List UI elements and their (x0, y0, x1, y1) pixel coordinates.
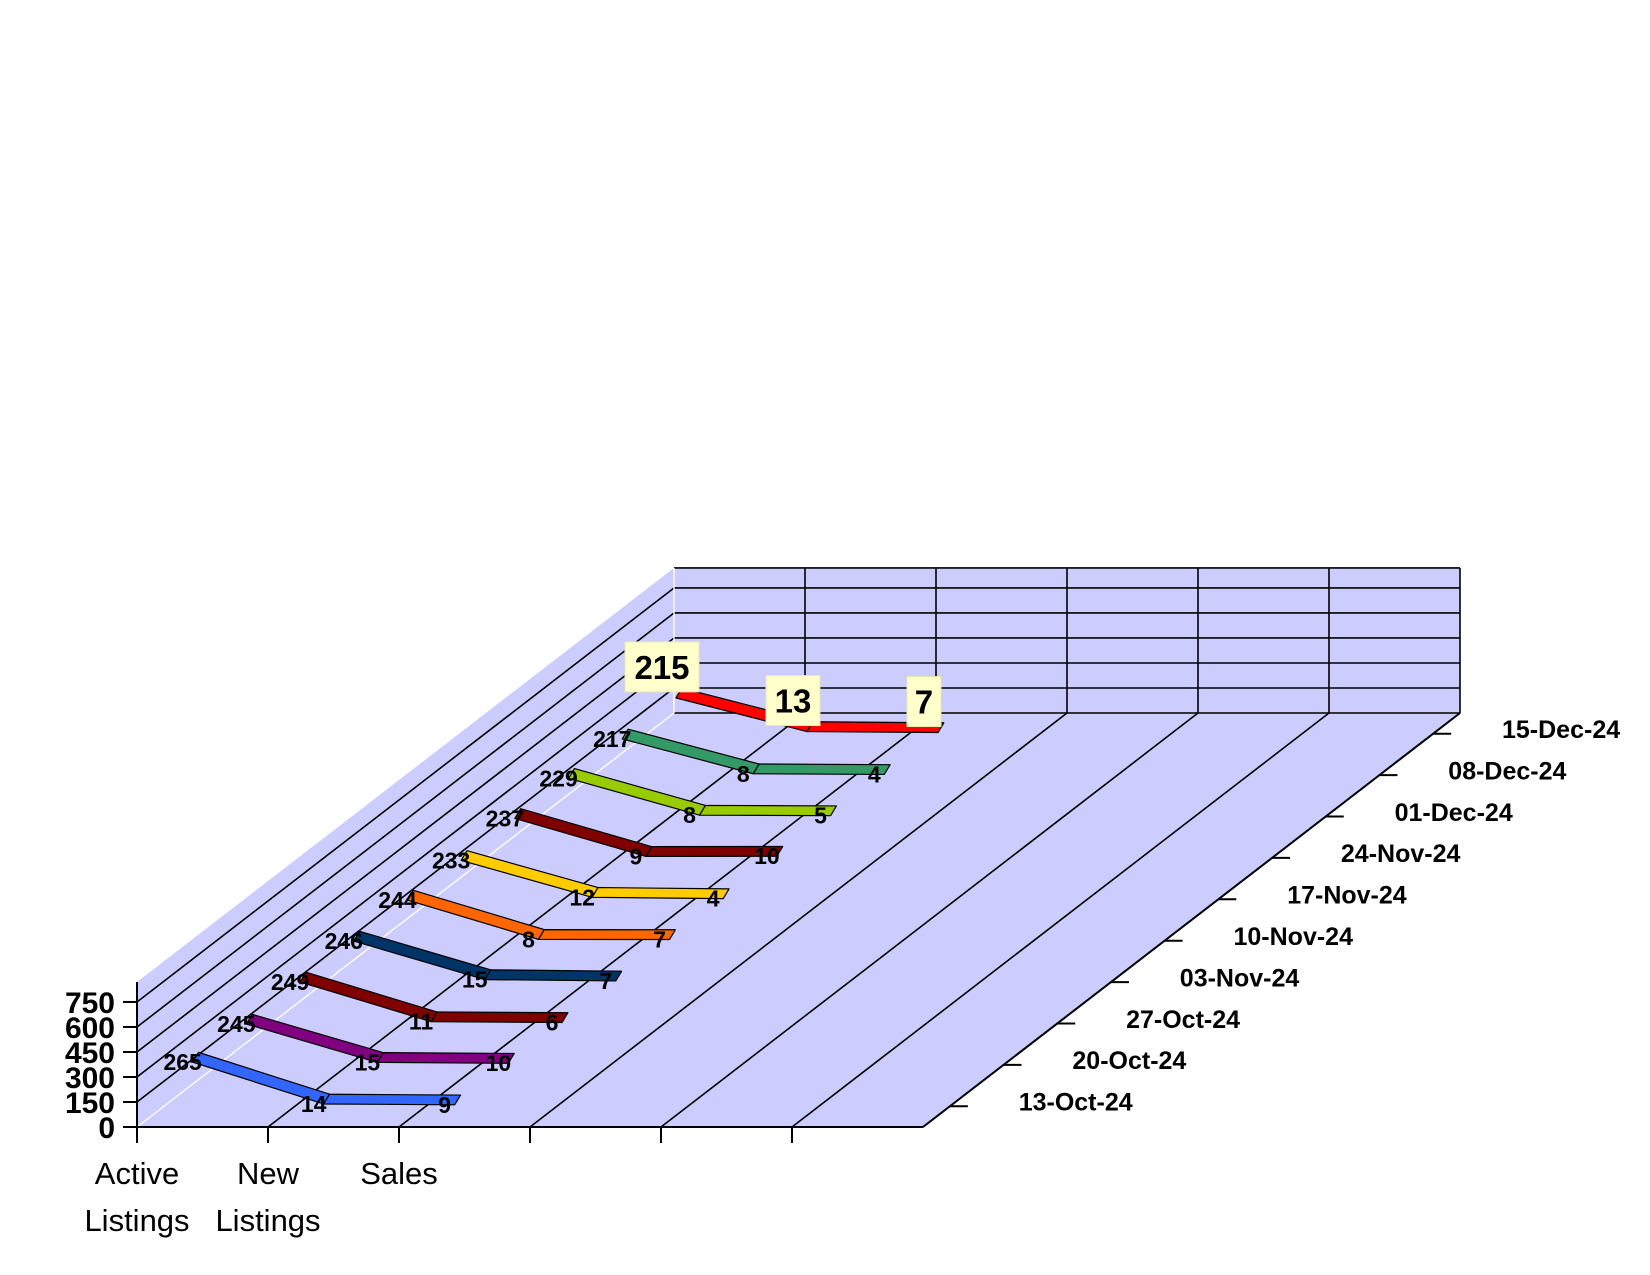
data-label: 6 (546, 1009, 559, 1035)
y-tick-label: 750 (65, 987, 115, 1020)
series-08-Dec-24: 217 8 4 (593, 726, 891, 787)
data-label: 233 (432, 847, 470, 873)
x-category-label: Active (95, 1156, 179, 1191)
series-27-Oct-24: 249 11 6 (271, 969, 569, 1035)
data-label: 5 (814, 803, 827, 829)
x-category-label: New (237, 1156, 300, 1191)
z-category-label: 10-Nov-24 (1234, 923, 1354, 951)
data-label: 237 (486, 805, 524, 831)
gridline-left-wall (136, 587, 675, 1003)
data-label: 229 (539, 765, 577, 791)
gridline-left-wall (136, 637, 675, 1053)
data-label: 13 (775, 683, 812, 720)
data-label: 15 (462, 967, 488, 993)
x-category-label: Listings (84, 1203, 189, 1238)
data-label: 265 (163, 1049, 202, 1075)
data-label: 217 (593, 726, 631, 752)
series-13-Oct-24: 265 14 9 (163, 1049, 462, 1118)
line-segment (752, 763, 891, 776)
data-label: 15 (355, 1049, 381, 1075)
data-label: 9 (629, 843, 642, 869)
series-03-Nov-24: 246 15 7 (325, 928, 623, 994)
data-label: 7 (915, 684, 933, 721)
z-category-label: 17-Nov-24 (1287, 882, 1407, 910)
y-tick-label: 0 (98, 1112, 115, 1145)
data-label: 249 (271, 969, 309, 995)
y-tick-label: 600 (65, 1012, 115, 1045)
data-label-box (624, 641, 700, 693)
data-label: 4 (868, 761, 881, 787)
z-category-label: 01-Dec-24 (1395, 799, 1513, 827)
series-24-Nov-24: 237 9 10 (486, 805, 784, 869)
z-category-label: 03-Nov-24 (1180, 964, 1300, 992)
z-category-label: 20-Oct-24 (1072, 1047, 1186, 1075)
line-segment (591, 886, 730, 900)
data-label-box (765, 675, 821, 727)
data-label: 8 (683, 802, 696, 828)
gridline-floor (791, 712, 1330, 1128)
data-label: 12 (569, 884, 595, 910)
gridline-left-wall (136, 687, 675, 1103)
z-category-label: 24-Nov-24 (1341, 840, 1461, 868)
x-category-label: Sales (360, 1156, 438, 1191)
line-segment (376, 1052, 515, 1064)
series-15-Dec-24: 215 13 7 (624, 641, 945, 734)
gridline-left-wall (136, 612, 675, 1028)
z-category-label: 08-Dec-24 (1448, 757, 1566, 785)
series-20-Oct-24: 245 15 10 (217, 1011, 515, 1076)
z-category-label: 27-Oct-24 (1126, 1006, 1240, 1034)
y-tick-label: 150 (65, 1087, 115, 1120)
line-segment (537, 929, 676, 941)
line-segment (698, 804, 838, 817)
data-label: 245 (217, 1011, 256, 1037)
line-segment (484, 969, 623, 982)
line-segment (323, 1093, 462, 1106)
gridline-left-wall (136, 662, 675, 1078)
data-label: 10 (486, 1050, 512, 1076)
z-category-label: 13-Oct-24 (1019, 1089, 1133, 1117)
data-label: 4 (707, 886, 720, 912)
data-label-box (906, 676, 942, 728)
z-category-label: 15-Dec-24 (1502, 716, 1620, 744)
x-category-label: Listings (215, 1203, 320, 1238)
data-label: 10 (754, 843, 780, 869)
gridline-floor (529, 712, 1068, 1128)
gridline-floor (660, 712, 1199, 1128)
data-label: 246 (325, 928, 363, 954)
z-axis-line (922, 712, 1461, 1128)
data-label: 7 (599, 968, 612, 994)
data-label: 14 (301, 1091, 327, 1117)
data-label: 7 (653, 927, 666, 953)
data-label: 244 (378, 887, 417, 913)
data-label: 11 (409, 1009, 434, 1035)
data-label: 8 (737, 761, 750, 787)
line-segment (430, 1011, 569, 1024)
y-tick-label: 450 (65, 1037, 115, 1070)
left-wall (137, 567, 674, 1127)
line-segment (645, 845, 784, 857)
data-label: 215 (634, 649, 689, 686)
series-01-Dec-24: 229 8 5 (539, 765, 838, 829)
series-10-Nov-24: 244 8 7 (378, 887, 676, 953)
y-tick-label: 300 (65, 1062, 115, 1095)
data-label: 8 (522, 926, 535, 952)
series-17-Nov-24: 233 12 4 (432, 847, 730, 912)
gridline-floor (267, 712, 806, 1128)
data-label: 9 (438, 1092, 451, 1118)
